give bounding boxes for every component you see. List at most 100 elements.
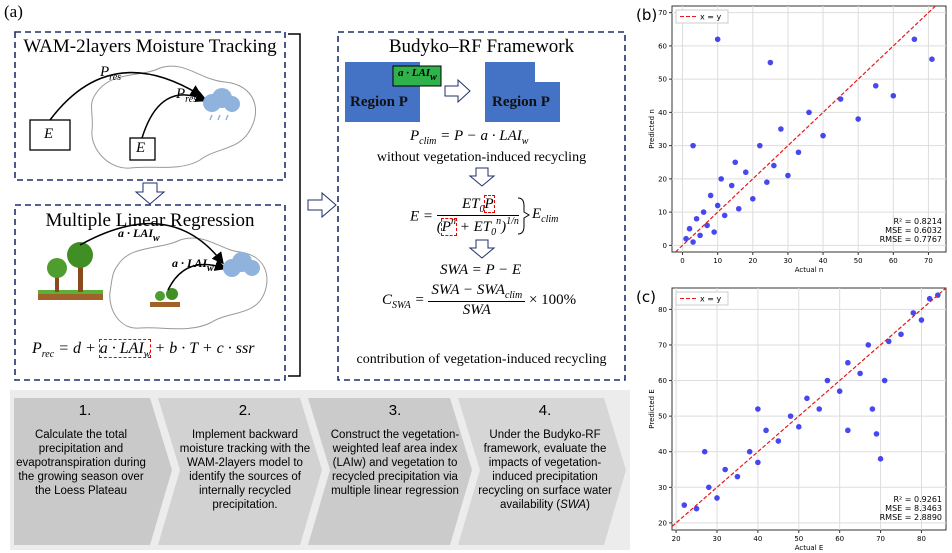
- flow-arrow: [79, 222, 224, 265]
- point: [763, 427, 769, 434]
- step-number: 3.: [388, 402, 402, 419]
- point: [714, 36, 721, 43]
- point: [785, 172, 791, 179]
- legend-box: [675, 291, 729, 306]
- point: [701, 448, 708, 455]
- panel-label: (a): [4, 2, 23, 21]
- point: [885, 338, 892, 345]
- x-tick-label: 10: [713, 257, 722, 265]
- x-tick-label: 0: [680, 257, 684, 265]
- point: [749, 196, 756, 202]
- subscript: w: [207, 263, 214, 274]
- point: [795, 149, 802, 156]
- x-tick-label: 50: [794, 535, 803, 543]
- y-tick-label: 50: [658, 413, 667, 421]
- point: [718, 176, 724, 182]
- p-res-label: Pres: [100, 64, 121, 83]
- superscript: n: [450, 216, 456, 227]
- symbol: a · LAI: [172, 256, 208, 270]
- chevron: [458, 398, 626, 545]
- point: [816, 406, 823, 412]
- y-tick-label: 50: [658, 76, 667, 84]
- x-tick-label: 70: [924, 257, 933, 265]
- point: [865, 342, 872, 348]
- alai-label: a · LAIw: [172, 256, 214, 274]
- point: [877, 456, 884, 462]
- cloud: [203, 88, 240, 112]
- flow-arrow: [167, 259, 227, 291]
- e-box: [29, 119, 71, 151]
- legend-box: [675, 9, 729, 24]
- x-axis-label: Actual n: [795, 266, 824, 274]
- plot-area: [671, 5, 947, 253]
- numerator: ET0P: [436, 195, 519, 216]
- step-text: Implement backward moisture tracking wit…: [176, 428, 314, 512]
- point: [857, 370, 863, 377]
- flow-arrow: [49, 71, 203, 121]
- point: [845, 427, 851, 434]
- stat-label: R² = 0.8214: [893, 217, 942, 226]
- y-tick-label: 70: [658, 341, 667, 349]
- y-tick-label: 10: [658, 209, 667, 217]
- subscript: 0: [479, 204, 485, 215]
- symbol: C: [382, 291, 393, 308]
- point: [704, 222, 710, 229]
- point: [742, 169, 749, 176]
- point: [836, 388, 843, 395]
- arrow-right: [444, 78, 471, 104]
- point: [681, 502, 688, 508]
- x-tick-label: 80: [917, 535, 926, 543]
- point: [732, 159, 739, 166]
- step-text: Under the Budyko-RF framework, evaluate …: [476, 428, 614, 512]
- subscript: w: [143, 349, 151, 360]
- symbol: a · LAI: [118, 226, 154, 240]
- subscript: res: [109, 72, 122, 83]
- cloud: [223, 252, 260, 277]
- step-text-part: Calculate the total precipitation and ev…: [16, 429, 146, 497]
- note: contribution of vegetation-induced recyc…: [356, 352, 607, 367]
- text: +: [455, 219, 474, 235]
- symbol: LAI: [499, 128, 522, 144]
- shape: [47, 258, 67, 278]
- text: + b · T + c · ssr: [150, 340, 255, 357]
- point: [820, 132, 826, 139]
- text: = d +: [54, 340, 100, 357]
- symbol: P: [176, 86, 186, 102]
- stat-label: R² = 0.9261: [893, 495, 942, 504]
- chevron: [14, 398, 172, 545]
- box-title: Budyko–RF Framework: [388, 36, 575, 57]
- point: [881, 377, 888, 384]
- green-block: [392, 65, 442, 87]
- legend-label: x = y: [700, 295, 722, 304]
- shape: [155, 291, 165, 301]
- text: ): [501, 219, 507, 235]
- box-title: Multiple Linear Regression: [45, 210, 255, 231]
- arrow-down: [468, 167, 496, 187]
- brace: [517, 197, 530, 235]
- step-text-part: Construct the vegetation-weighted leaf a…: [330, 429, 460, 469]
- step-text-part: LAI: [336, 457, 354, 469]
- step-text-part: Implement backward moisture tracking wit…: [179, 429, 311, 511]
- shape: [38, 290, 103, 294]
- reference-line: [671, 287, 947, 527]
- text: =: [410, 291, 425, 308]
- step-number: 4.: [538, 402, 552, 419]
- p-res-label: Pres: [176, 86, 197, 105]
- point: [795, 423, 802, 430]
- denominator: (Pn + ET0n)1/n: [437, 216, 519, 238]
- chevron: [308, 398, 472, 545]
- point: [746, 448, 753, 455]
- legend-label: x = y: [700, 13, 722, 22]
- point: [764, 179, 770, 185]
- x-tick-label: 50: [854, 257, 863, 265]
- bracket: [288, 33, 301, 377]
- shape: [225, 114, 229, 121]
- y-tick-label: 20: [658, 175, 667, 183]
- point: [929, 56, 935, 62]
- text: E =: [410, 208, 434, 225]
- x-tick-label: 70: [876, 535, 885, 543]
- map: [109, 237, 268, 330]
- box-title: WAM-2layers Moisture Tracking: [23, 36, 277, 57]
- point: [824, 377, 831, 384]
